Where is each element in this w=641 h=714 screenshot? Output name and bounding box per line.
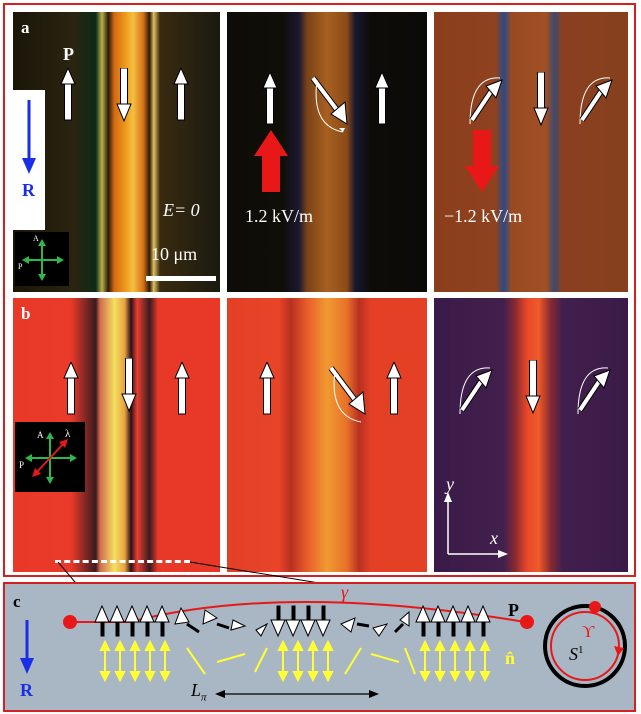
tilted-polarization-arrow-icon xyxy=(579,77,613,125)
field-down-arrow-icon xyxy=(465,130,499,192)
lambda-label: λ xyxy=(65,428,71,440)
panel-a3-micrograph: −1.2 kV/m xyxy=(434,12,628,292)
polarizer-inset: A P xyxy=(15,232,69,286)
crossed-polarizer-waveplate-icon xyxy=(25,432,77,484)
field-up-arrow-icon xyxy=(254,130,288,192)
tilted-polarization-arrow-icon xyxy=(459,367,493,415)
polarization-up-arrow-icon xyxy=(60,68,76,121)
polarization-label: P xyxy=(508,600,519,620)
analyzer-label: A xyxy=(33,234,39,243)
waveplate-inset: A P λ xyxy=(15,422,85,492)
axes-icon xyxy=(444,492,508,558)
panel-c-schematic: c R P xyxy=(3,582,636,712)
line-profile-marker xyxy=(55,560,190,563)
polarization-up-arrow-icon xyxy=(174,362,190,415)
s1-symbol: S xyxy=(569,644,578,664)
polarization-up-arrow-icon xyxy=(374,72,390,125)
axis-x-label: x xyxy=(490,528,498,548)
s1-label: S1 xyxy=(569,644,584,665)
axis-y-label: y xyxy=(446,474,454,494)
n-hat-label: n̂ xyxy=(505,648,516,668)
panel-label-a: a xyxy=(21,18,30,37)
l-pi-symbol: L xyxy=(191,680,202,700)
field-negative-label: −1.2 kV/m xyxy=(444,206,523,226)
polarization-down-arrow-icon xyxy=(533,72,549,126)
panel-b3-micrograph: y x xyxy=(434,298,628,572)
analyzer-label: A xyxy=(37,430,44,440)
rubbing-label: R xyxy=(22,180,35,200)
polarization-down-arrow-icon xyxy=(525,360,541,414)
rubbing-arrow-icon xyxy=(20,620,34,674)
crossed-polarizer-icon xyxy=(22,239,64,281)
rubbing-arrow-icon xyxy=(22,100,36,174)
rubbing-label: R xyxy=(20,680,33,700)
panel-label-c: c xyxy=(13,592,21,611)
polarization-down-arrow-icon xyxy=(116,68,132,122)
tilted-polarization-arrow-icon xyxy=(469,77,503,125)
polarizer-label: P xyxy=(19,460,25,470)
gamma-label: γ xyxy=(341,582,349,602)
polarization-down-arrow-icon xyxy=(121,358,137,412)
panel-label-b: b xyxy=(21,304,31,323)
field-positive-label: 1.2 kV/m xyxy=(245,206,314,226)
l-pi-label: Lπ xyxy=(191,680,207,704)
polarization-label: P xyxy=(63,44,74,64)
panel-a2-micrograph: 1.2 kV/m xyxy=(227,12,427,292)
polarization-up-arrow-icon xyxy=(259,362,275,415)
tilted-polarization-arrow-icon xyxy=(577,367,611,415)
polarization-up-arrow-icon xyxy=(63,362,79,415)
polarization-up-arrow-icon xyxy=(173,68,189,121)
polarization-up-arrow-icon xyxy=(386,362,402,415)
polarization-up-arrow-icon xyxy=(262,72,278,125)
big-gamma-label: ϒ xyxy=(582,622,595,641)
s1-superscript: 1 xyxy=(578,644,584,656)
tilted-polarization-arrow-icon xyxy=(328,366,366,423)
field-zero-label: E= 0 xyxy=(163,200,200,220)
panel-b2-micrograph xyxy=(227,298,427,572)
scale-bar xyxy=(146,276,216,281)
panel-a1-micrograph: a P R E= 0 10 μm A P xyxy=(13,12,220,292)
tilted-polarization-arrow-icon xyxy=(310,76,348,133)
l-pi-subscript: π xyxy=(201,691,207,704)
soliton-schematic xyxy=(63,601,627,698)
panel-b1-micrograph: b A P λ xyxy=(13,298,220,572)
scale-bar-label: 10 μm xyxy=(151,244,198,264)
polarizer-label: P xyxy=(18,262,23,271)
